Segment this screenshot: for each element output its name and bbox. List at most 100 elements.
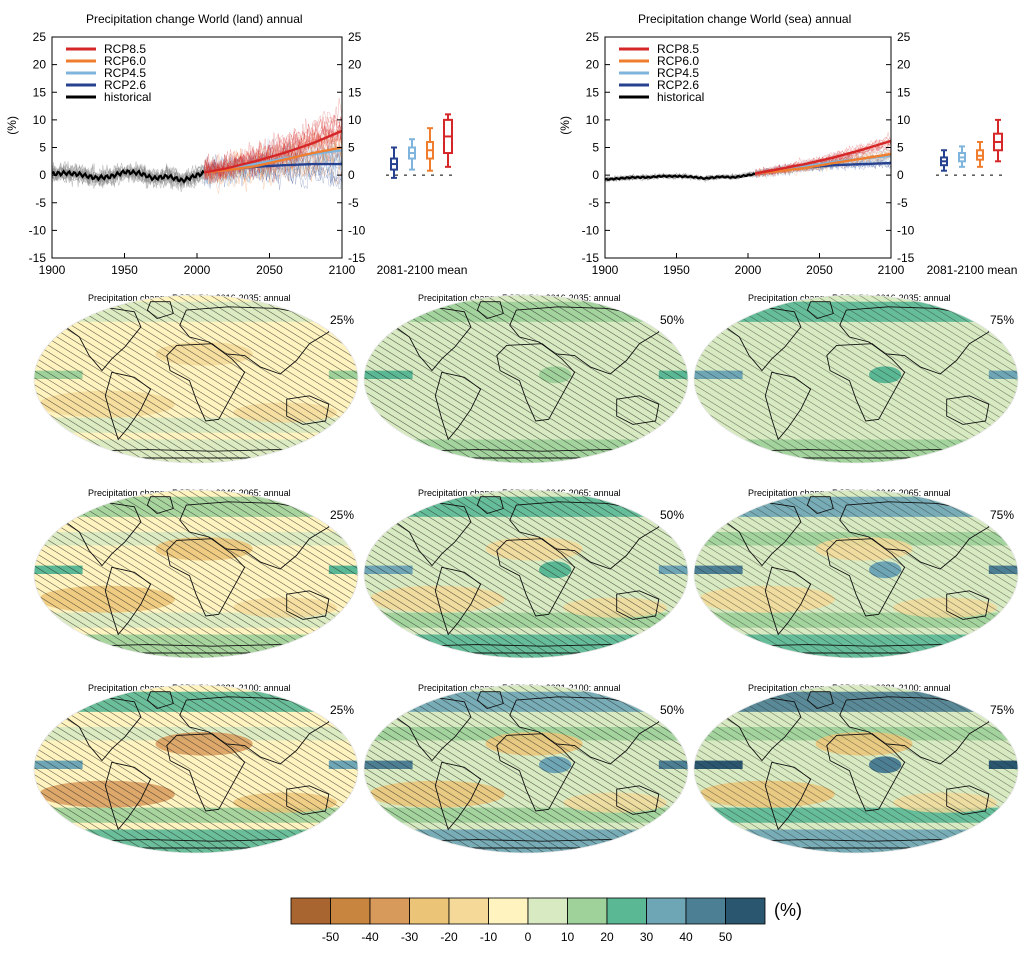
land-member-RCP8.5 — [204, 116, 342, 182]
map-wet-band — [34, 439, 358, 463]
map-wet-band — [34, 301, 358, 322]
map-coastline — [286, 590, 330, 620]
land-ytick-label-left: -10 — [29, 223, 47, 237]
land-xtick-label: 1900 — [39, 263, 66, 277]
colorbar-swatch — [488, 897, 529, 925]
map-hatching — [694, 295, 1018, 463]
map-background — [694, 490, 1018, 658]
sea-legend-label-historical: historical — [657, 90, 704, 104]
map-wet-band — [694, 634, 1018, 658]
colorbar-swatch — [369, 897, 410, 925]
map-equatorial-band — [694, 760, 743, 769]
land-ytick-label-left: 20 — [33, 58, 47, 72]
map-dry-patch — [368, 780, 505, 808]
map-equatorial-band — [328, 565, 358, 574]
land-ytick-label-left: 5 — [39, 141, 46, 155]
map-border — [33, 489, 359, 659]
colorbar-swatch — [725, 897, 766, 925]
map-wet-band — [34, 634, 358, 658]
map-hatching — [34, 295, 358, 463]
map-equatorial-band — [34, 565, 83, 574]
sea-ytick-label-right: 5 — [897, 141, 904, 155]
colorbar-body: -50 -40 -30 -20 -10 0 10 20 30 40 50 — [290, 897, 766, 944]
map-equatorial-band — [988, 565, 1018, 574]
sea-ytick-label-right: 25 — [897, 30, 911, 44]
sea-ytick-label-left: 0 — [592, 168, 599, 182]
map-border — [363, 489, 689, 659]
map-equatorial-band — [34, 370, 83, 379]
land-ytick-label-left: -15 — [29, 251, 47, 265]
map-field-9 — [694, 685, 1018, 853]
map-coastline — [104, 566, 152, 636]
map-coastline — [392, 307, 472, 372]
map-border — [363, 294, 689, 464]
map-dry-patch — [38, 390, 175, 418]
map-field-4 — [34, 490, 358, 658]
map-wet-band — [694, 496, 1018, 517]
map-coastline — [764, 566, 812, 636]
sea-ytick-label-right: -10 — [897, 223, 915, 237]
map-equatorial-band — [364, 565, 413, 574]
land-member-RCP2.6 — [204, 160, 342, 187]
sea-xtick-label: 2050 — [806, 263, 833, 277]
precip-map-4 — [33, 489, 359, 659]
land-member-RCP8.5 — [204, 117, 342, 177]
map-dry-patch — [38, 585, 175, 613]
land-xtick-label: 2100 — [329, 263, 356, 277]
land-member-RCP2.6 — [204, 156, 342, 182]
map-background — [34, 295, 358, 463]
map-coastline — [62, 502, 142, 567]
land-member-RCP8.5 — [204, 114, 342, 179]
map-coastline — [946, 590, 990, 620]
colorbar-tick-label: 40 — [679, 930, 693, 944]
colorbar-tick-label: -20 — [440, 930, 458, 944]
land-member-RCP6.0 — [204, 128, 342, 184]
sea-ytick-label-right: 20 — [897, 58, 911, 72]
map-coastline — [806, 301, 834, 320]
sea-legend-label-RCP6.0: RCP6.0 — [657, 54, 699, 68]
map-dry-patch — [893, 792, 997, 813]
land-ytick-label-left: -5 — [35, 196, 46, 210]
sea-chart: -15 -15 -10 -10 -5 -5 0 0 5 5 10 10 15 15 20 20 25 25 1900… — [558, 30, 1017, 277]
map-wet-band — [34, 829, 358, 853]
map-coastline — [146, 301, 174, 320]
sea-ytick-label-left: 25 — [586, 30, 600, 44]
land-member-RCP2.6 — [204, 161, 342, 190]
sea-ytick-label-left: 5 — [592, 141, 599, 155]
land-ytick-label-right: -5 — [348, 196, 359, 210]
map-coastline — [764, 371, 812, 441]
land-legend-label-RCP6.0: RCP6.0 — [104, 54, 146, 68]
colorbar-swatch — [409, 897, 450, 925]
map-coastline — [946, 785, 990, 815]
map-coastline — [104, 761, 152, 831]
map-hatching — [364, 295, 688, 463]
colorbar-swatch — [290, 897, 331, 925]
map-wet-patch — [868, 561, 902, 579]
map-dry-patch — [233, 402, 337, 423]
map-dry-patch — [563, 792, 667, 813]
map-coastline — [826, 733, 906, 812]
sea-ytick-label-left: -10 — [582, 223, 600, 237]
land-ytick-label-right: -10 — [348, 223, 366, 237]
map-equatorial-band — [694, 565, 743, 574]
land-line-RCP6.0 — [204, 146, 342, 174]
map-dry-patch — [38, 780, 175, 808]
sea-xtick-label: 1900 — [592, 263, 619, 277]
sea-legend-label-RCP4.5: RCP4.5 — [657, 66, 699, 80]
sea-historical-member — [605, 172, 756, 182]
map-coastline — [286, 395, 330, 425]
map-coastline — [62, 697, 142, 762]
map-wet-band — [694, 337, 1018, 351]
sea-ytick-label-right: 10 — [897, 113, 911, 127]
land-ytick-label-right: 0 — [348, 168, 355, 182]
colorbar-swatch — [527, 897, 568, 925]
colorbar-tick-label: 30 — [640, 930, 654, 944]
colorbar-tick-label: 0 — [525, 930, 532, 944]
colorbar-tick-label: -40 — [361, 930, 379, 944]
sea-line-RCP6.0 — [754, 152, 891, 175]
land-member-RCP4.5 — [204, 132, 342, 179]
land-member-RCP4.5 — [204, 151, 342, 188]
map-dry-patch — [698, 585, 835, 613]
map-coastline — [722, 307, 802, 372]
map-wet-band — [34, 496, 358, 517]
